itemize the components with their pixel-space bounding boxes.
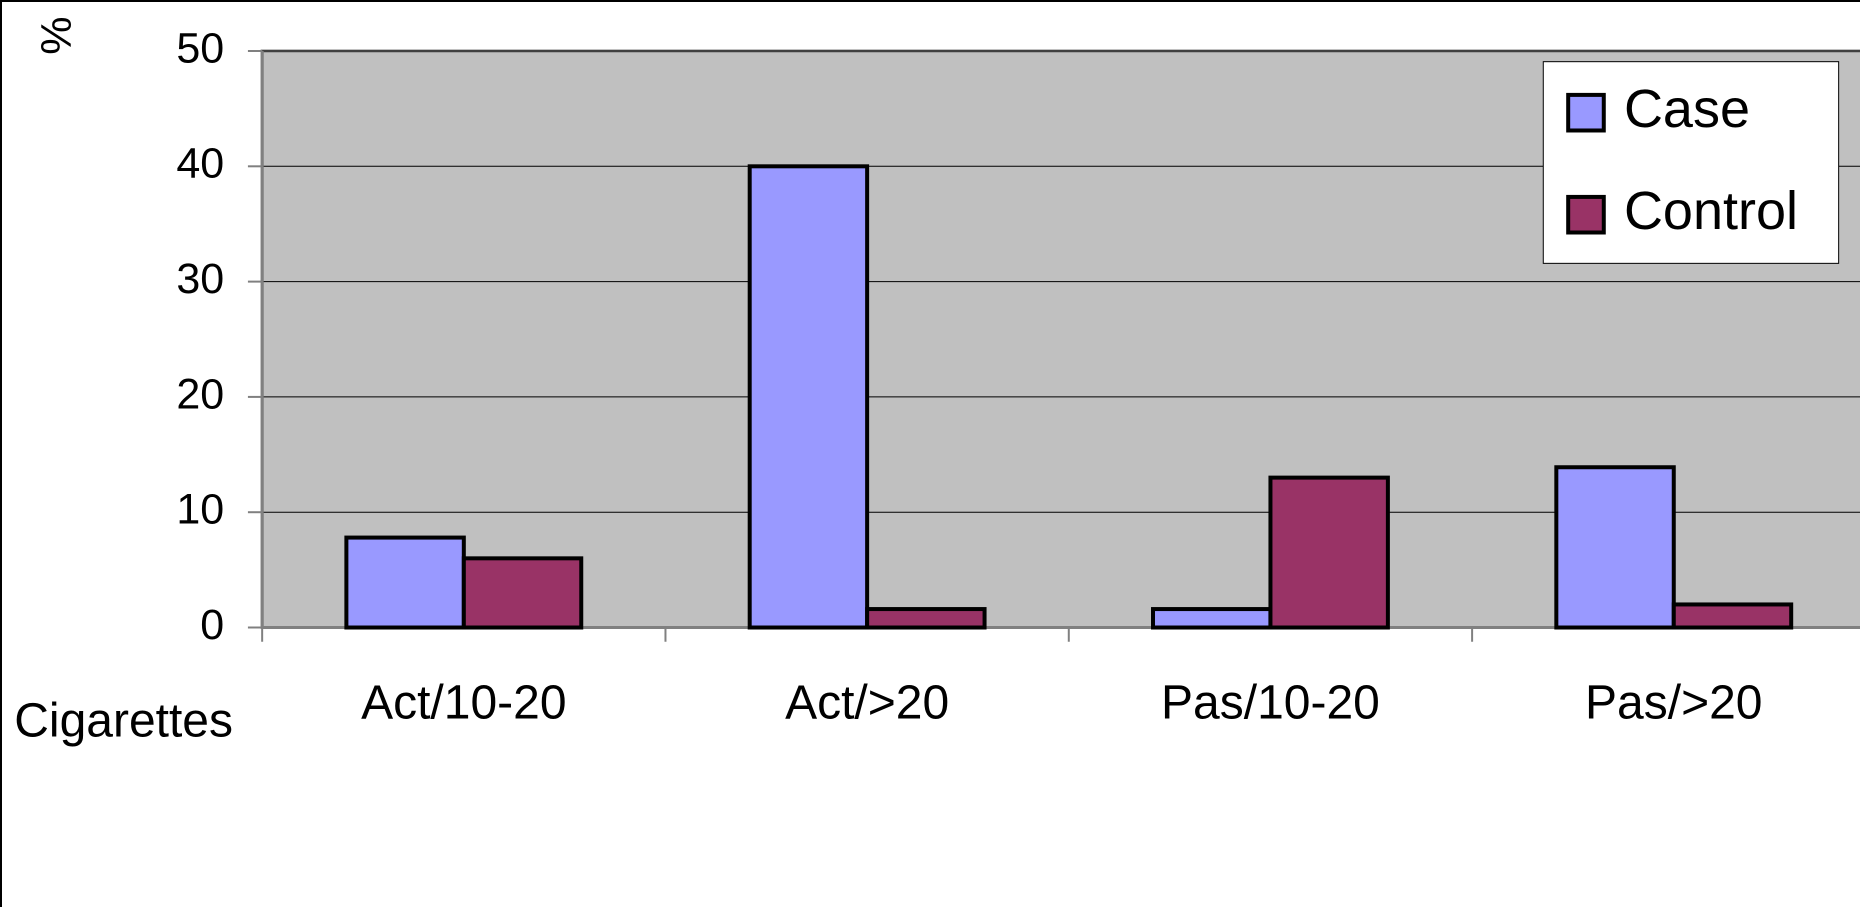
x-tick-label: Pas/10-20 (1161, 676, 1380, 729)
bar (1151, 607, 1273, 630)
x-axis-label: Cigarettes (14, 694, 233, 747)
bar (1671, 602, 1794, 630)
y-axis-label: % (31, 16, 79, 54)
bar (1268, 475, 1390, 630)
bar (747, 164, 870, 630)
bar (344, 535, 466, 630)
y-tick-label: 30 (176, 255, 224, 303)
legend-label: Control (1624, 181, 1798, 241)
bar (865, 607, 987, 630)
y-tick-label: 0 (200, 601, 224, 649)
legend-swatch (1566, 92, 1606, 133)
bar (1554, 465, 1676, 630)
y-tick-label: 10 (176, 486, 224, 534)
y-tick-label: 50 (176, 24, 224, 72)
y-tick-label: 20 (176, 370, 224, 418)
bar (461, 556, 584, 630)
x-tick-label: Pas/>20 (1585, 676, 1762, 729)
legend-label: Case (1624, 79, 1750, 139)
x-tick-label: Act/>20 (785, 676, 949, 729)
legend-swatch (1566, 194, 1606, 235)
y-tick-label: 40 (176, 140, 224, 188)
x-tick-label: Act/10-20 (361, 676, 566, 729)
